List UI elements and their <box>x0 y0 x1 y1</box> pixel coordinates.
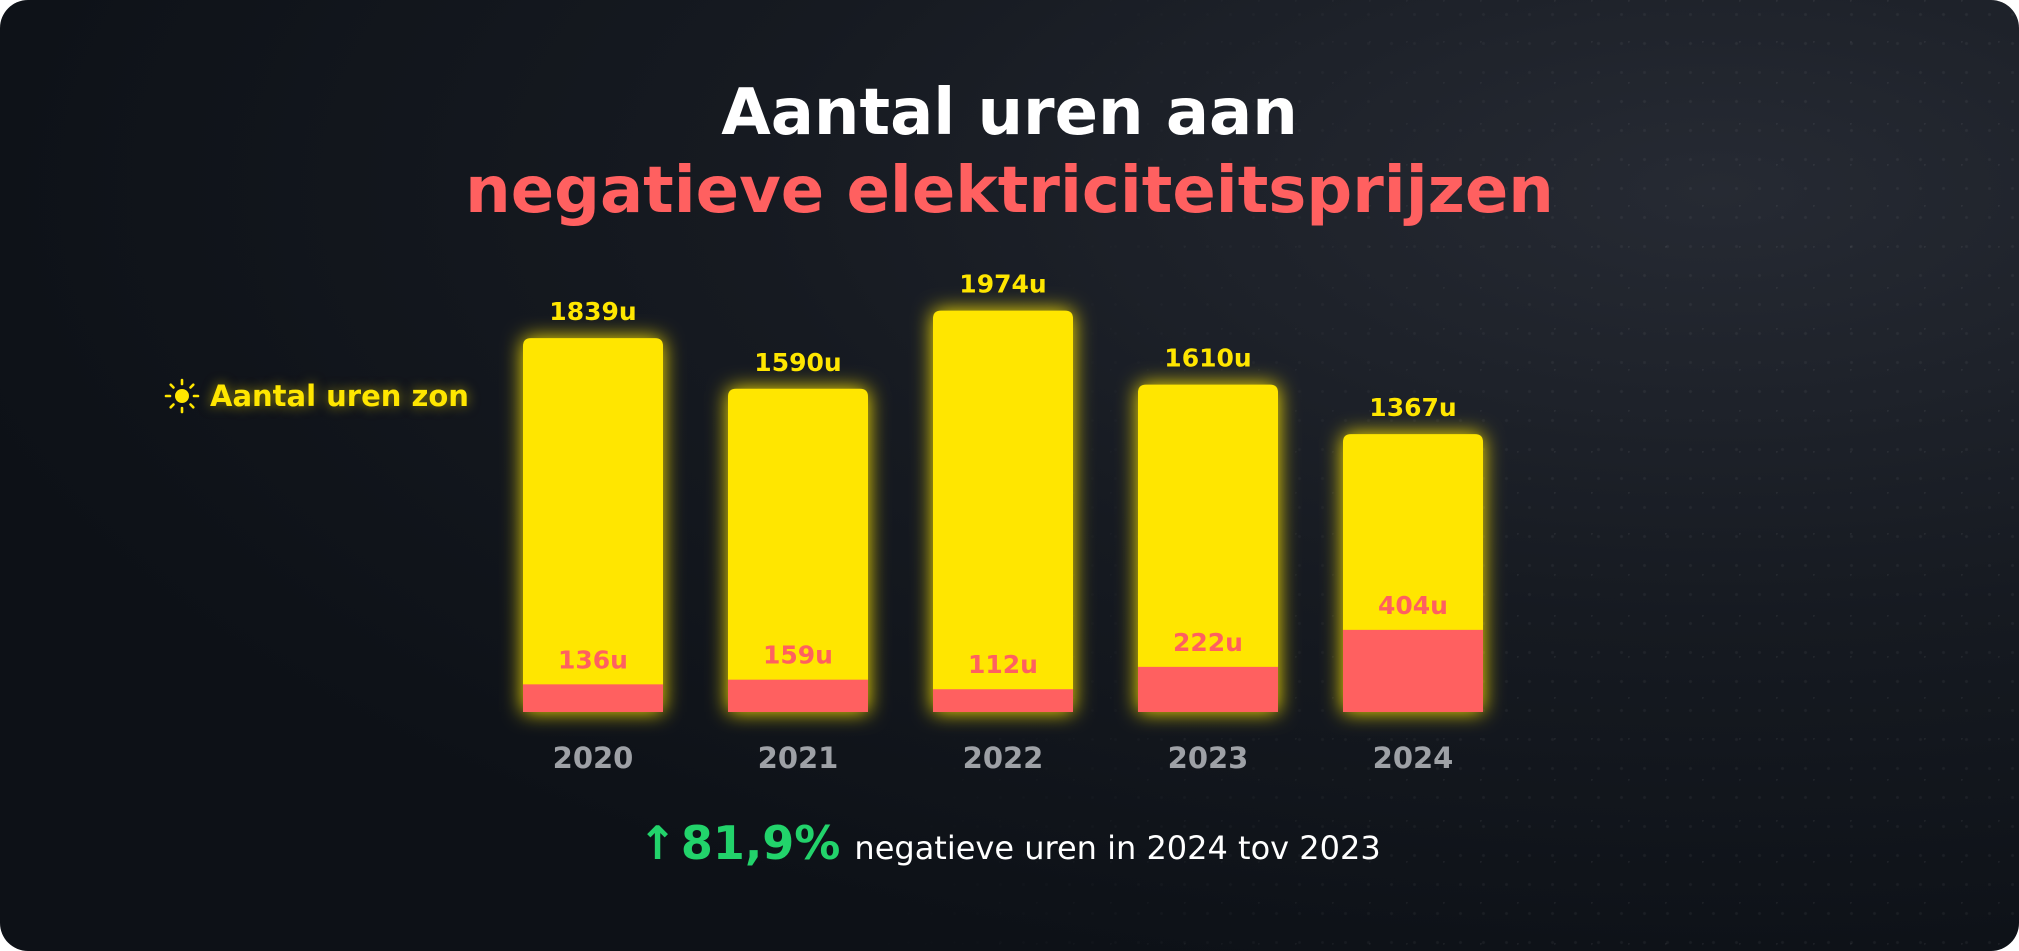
label-negative-hours-2024: 404u <box>1378 591 1448 620</box>
bar-negative-hours-2024 <box>1343 629 1483 712</box>
bar-sun-hours-2021 <box>728 388 868 712</box>
label-negative-hours-2022: 112u <box>968 650 1038 679</box>
bar-sun-hours-2020 <box>523 338 663 712</box>
chart-title-line-2: negatieve elektriciteitsprijzen <box>465 154 1554 228</box>
legend-label: Aantal uren zon <box>210 379 469 413</box>
label-sun-hours-2023: 1610u <box>1164 344 1251 373</box>
label-sun-hours-2022: 1974u <box>959 270 1046 299</box>
summary-text: negatieve uren in 2024 tov 2023 <box>854 829 1381 867</box>
bar-sun-hours-2022 <box>933 310 1073 712</box>
summary-footer: ↑ 81,9% negatieve uren in 2024 tov 2023 <box>0 816 2019 870</box>
label-sun-hours-2021: 1590u <box>754 348 841 377</box>
bar-negative-hours-2022 <box>933 689 1073 712</box>
label-negative-hours-2023: 222u <box>1173 628 1243 657</box>
x-axis-label-2024: 2024 <box>1373 741 1454 775</box>
label-sun-hours-2024: 1367u <box>1369 393 1456 422</box>
bar-sun-hours-2023 <box>1138 384 1278 712</box>
increase-stat: ↑ 81,9% <box>638 816 840 870</box>
bar-negative-hours-2021 <box>728 679 868 712</box>
chart-title-line-1: Aantal uren aan <box>721 76 1298 150</box>
x-axis-label-2022: 2022 <box>963 741 1044 775</box>
x-axis-label-2023: 2023 <box>1168 741 1249 775</box>
sun-icon <box>164 378 200 414</box>
arrow-up-icon: ↑ <box>638 816 677 870</box>
label-negative-hours-2020: 136u <box>558 645 628 674</box>
x-axis-label-2020: 2020 <box>553 741 634 775</box>
bar-negative-hours-2020 <box>523 684 663 712</box>
label-negative-hours-2021: 159u <box>763 641 833 670</box>
x-axis-label-2021: 2021 <box>758 741 839 775</box>
bar-negative-hours-2023 <box>1138 666 1278 712</box>
label-sun-hours-2020: 1839u <box>549 297 636 326</box>
increase-percentage: 81,9% <box>680 816 841 870</box>
legend-sun-hours: Aantal uren zon <box>164 374 469 418</box>
